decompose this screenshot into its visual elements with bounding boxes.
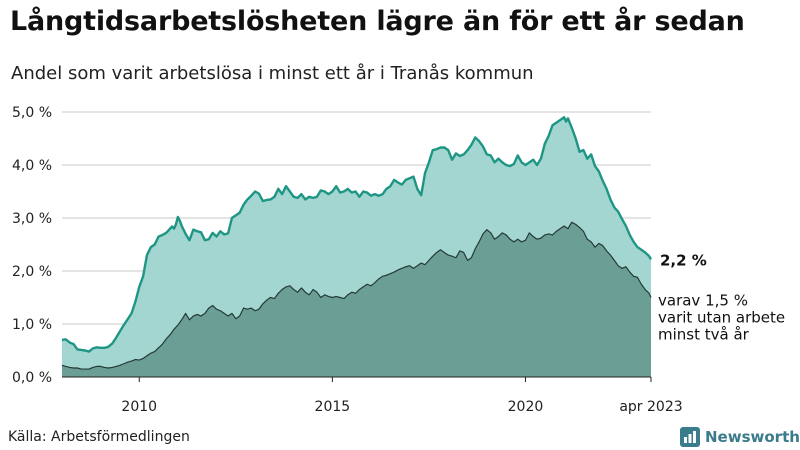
two-year-end-label: varit utan arbete: [658, 309, 785, 327]
two_year-area: [62, 222, 651, 377]
chart-title: Långtidsarbetslösheten lägre än för ett …: [10, 6, 745, 37]
x-tick-label: 2010: [121, 399, 157, 415]
y-tick-label: 3,0 %: [12, 211, 52, 227]
one-year-end-label: 2,2 %: [660, 251, 707, 269]
brand-name: Newsworthy: [705, 428, 800, 446]
series-areas: [61, 116, 653, 378]
chart-subtitle: Andel som varit arbetslösa i minst ett å…: [11, 63, 534, 84]
y-tick-label: 0,0 %: [12, 370, 52, 386]
one_year-line: [61, 116, 653, 353]
bar-chart-icon: [680, 427, 700, 447]
brand-logo[interactable]: Newsworthy: [680, 426, 800, 448]
y-tick-label: 2,0 %: [12, 264, 52, 280]
x-tick-label: apr 2023: [619, 399, 682, 415]
y-tick-label: 4,0 %: [12, 158, 52, 174]
two_year-line: [61, 221, 652, 370]
two-year-end-label: minst två år: [658, 326, 750, 344]
source-note: Källa: Arbetsförmedlingen: [8, 429, 190, 445]
x-tick-label: 2020: [508, 399, 544, 415]
two-year-end-label: varav 1,5 %: [658, 292, 748, 310]
axes: 0,0 % 1,0 % 2,0 % 3,0 % 4,0 % 5,0 % 2010 2015 20…: [12, 105, 683, 415]
x-tick-label: 2015: [315, 399, 351, 415]
y-tick-label: 1,0 %: [12, 317, 52, 333]
y-tick-label: 5,0 %: [12, 105, 52, 121]
